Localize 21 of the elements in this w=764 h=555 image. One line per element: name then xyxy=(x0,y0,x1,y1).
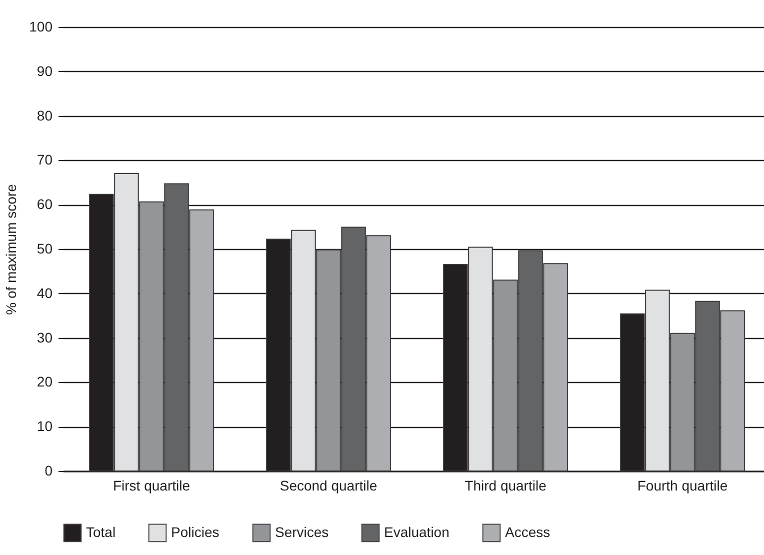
y-tick-label: 10 xyxy=(36,418,53,434)
legend-label: Policies xyxy=(171,524,220,540)
y-tick-label: 70 xyxy=(36,152,53,168)
legend-label: Access xyxy=(505,524,550,540)
y-tick-label: 50 xyxy=(36,240,53,256)
y-tick-label: 40 xyxy=(36,284,53,301)
y-tick-label: 100 xyxy=(29,18,53,34)
y-tick-label: 80 xyxy=(36,107,53,124)
x-tick-label: Fourth quartile xyxy=(637,478,728,494)
legend-label: Evaluation xyxy=(384,524,450,540)
y-tick-label: 20 xyxy=(36,374,53,390)
legend-label: Total xyxy=(86,524,116,540)
x-tick-label: Second quartile xyxy=(280,478,378,494)
x-tick-label: Third quartile xyxy=(464,478,547,494)
x-tick-label: First quartile xyxy=(112,478,190,494)
y-tick-label: 0 xyxy=(44,462,53,478)
legend-label: Services xyxy=(275,524,329,540)
y-tick-label: 30 xyxy=(36,329,53,346)
y-tick-label: 90 xyxy=(36,62,53,79)
y-axis-title: % of maximum score xyxy=(3,184,20,315)
y-tick-label: 60 xyxy=(36,196,53,212)
